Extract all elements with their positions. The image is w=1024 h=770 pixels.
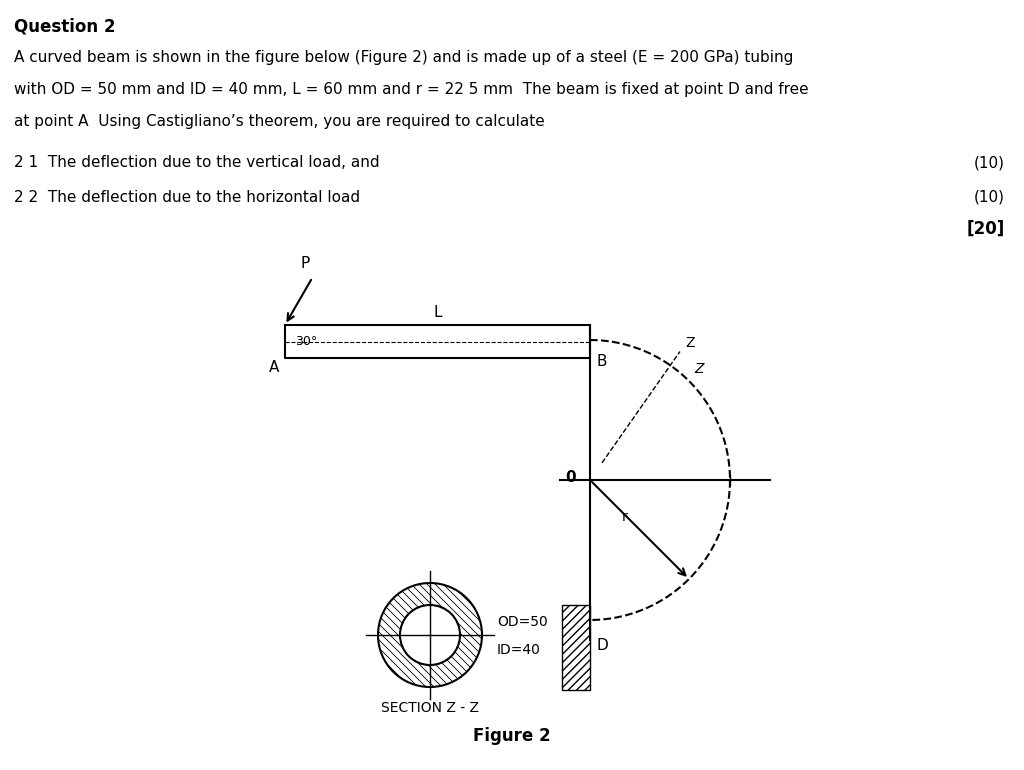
Text: OD=50: OD=50: [497, 615, 548, 629]
Text: Z: Z: [685, 336, 694, 350]
Text: 2 1  The deflection due to the vertical load, and: 2 1 The deflection due to the vertical l…: [14, 155, 380, 170]
Text: ID=40: ID=40: [497, 643, 541, 657]
Circle shape: [400, 605, 460, 665]
Text: A: A: [268, 360, 279, 375]
Text: r: r: [622, 511, 628, 524]
Text: B: B: [597, 354, 607, 369]
Text: D: D: [596, 638, 608, 653]
Text: Figure 2: Figure 2: [473, 727, 551, 745]
Text: with OD = 50 mm and ID = 40 mm, L = 60 mm and r = 22 5 mm  The beam is fixed at : with OD = 50 mm and ID = 40 mm, L = 60 m…: [14, 82, 809, 97]
Text: 2 2  The deflection due to the horizontal load: 2 2 The deflection due to the horizontal…: [14, 190, 360, 205]
Text: Question 2: Question 2: [14, 18, 116, 36]
FancyBboxPatch shape: [562, 605, 590, 690]
Text: P: P: [300, 256, 309, 271]
Text: Z: Z: [694, 362, 703, 376]
Text: 30°: 30°: [295, 335, 317, 348]
Text: (10): (10): [974, 190, 1005, 205]
Text: (10): (10): [974, 155, 1005, 170]
Text: A curved beam is shown in the figure below (Figure 2) and is made up of a steel : A curved beam is shown in the figure bel…: [14, 50, 794, 65]
Text: [20]: [20]: [967, 220, 1005, 238]
Text: SECTION Z - Z: SECTION Z - Z: [381, 701, 479, 715]
Text: 0: 0: [565, 470, 575, 486]
Text: at point A  Using Castigliano’s theorem, you are required to calculate: at point A Using Castigliano’s theorem, …: [14, 114, 545, 129]
Text: L: L: [433, 305, 441, 320]
